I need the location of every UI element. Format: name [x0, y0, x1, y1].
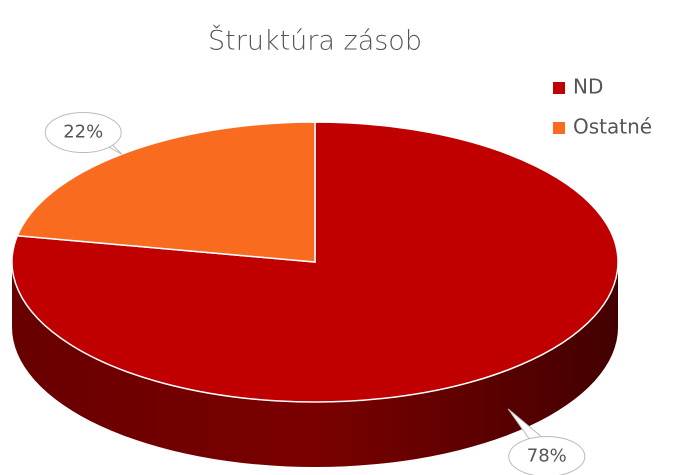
label-bubble — [508, 435, 586, 475]
data-label: 78% — [527, 445, 567, 466]
legend-label: ND — [573, 75, 603, 99]
legend-swatch — [553, 82, 565, 94]
slice-side-shade — [12, 262, 618, 467]
chart-title: Štruktúra zásob — [208, 25, 422, 57]
label-bubble — [44, 112, 122, 154]
data-label: 22% — [63, 122, 103, 143]
legend-swatch — [553, 122, 565, 134]
legend-label: Ostatné — [573, 115, 652, 139]
